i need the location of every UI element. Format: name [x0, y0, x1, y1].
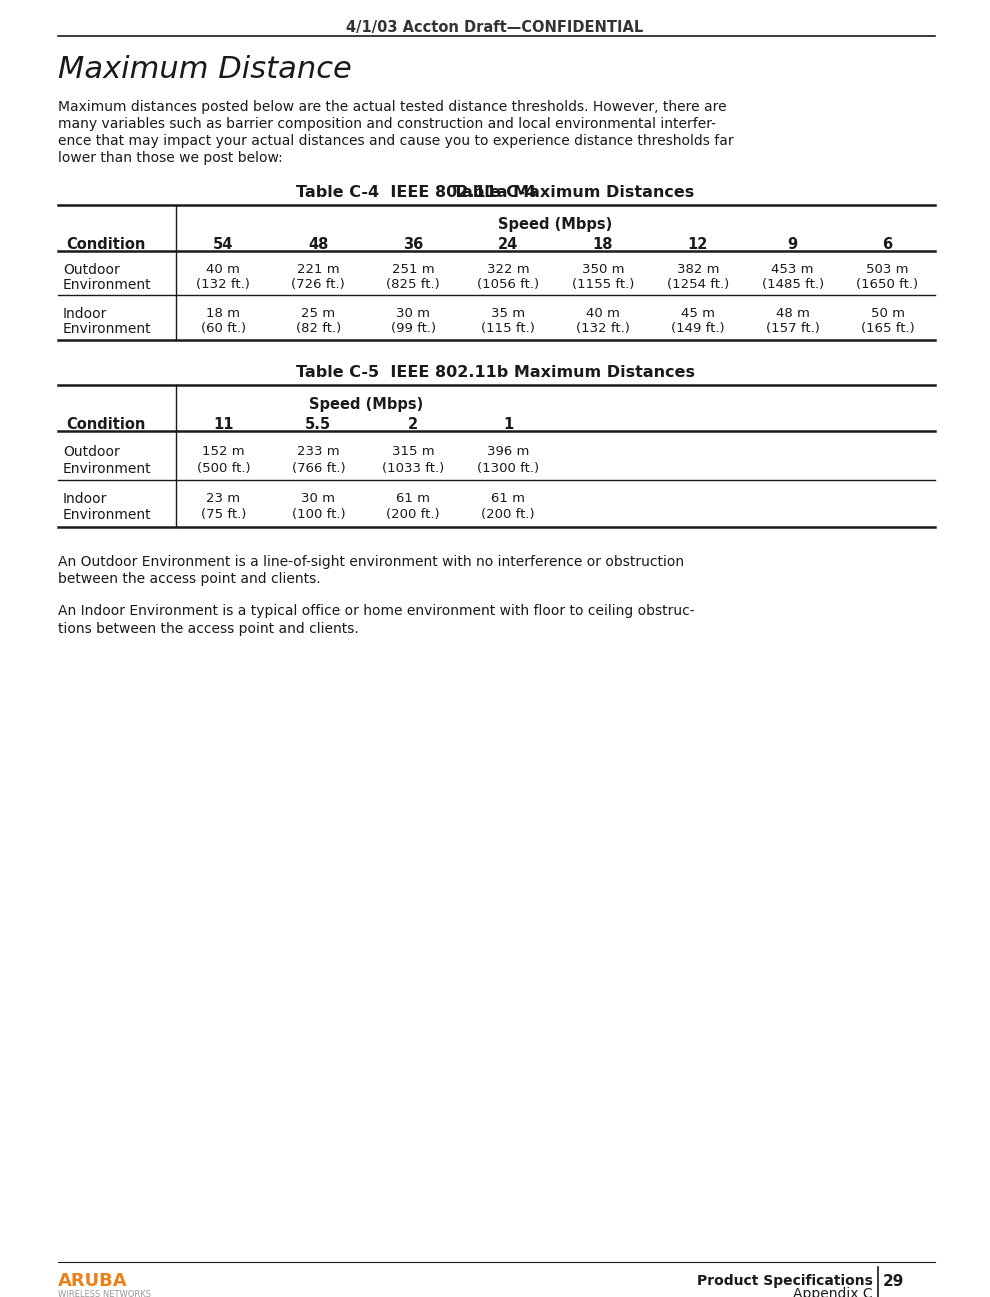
Text: 45 m: 45 m	[681, 307, 715, 320]
Text: (1056 ft.): (1056 ft.)	[477, 278, 540, 291]
Text: 48 m: 48 m	[776, 307, 810, 320]
Text: (165 ft.): (165 ft.)	[860, 322, 915, 335]
Text: (825 ft.): (825 ft.)	[386, 278, 441, 291]
Text: 322 m: 322 m	[487, 263, 530, 276]
Text: An Indoor Environment is a typical office or home environment with floor to ceil: An Indoor Environment is a typical offic…	[58, 604, 695, 617]
Text: 12: 12	[688, 237, 708, 252]
Text: many variables such as barrier composition and construction and local environmen: many variables such as barrier compositi…	[58, 117, 716, 131]
Text: Environment: Environment	[63, 322, 151, 336]
Text: WIRELESS NETWORKS: WIRELESS NETWORKS	[58, 1291, 151, 1297]
Text: (1485 ft.): (1485 ft.)	[761, 278, 824, 291]
Text: Table C-4  IEEE 802.11a Maximum Distances: Table C-4 IEEE 802.11a Maximum Distances	[296, 185, 694, 200]
Text: 503 m: 503 m	[866, 263, 909, 276]
Text: 36: 36	[403, 237, 424, 252]
Text: 29: 29	[883, 1274, 905, 1289]
Text: (766 ft.): (766 ft.)	[291, 462, 346, 475]
Text: (1254 ft.): (1254 ft.)	[666, 278, 729, 291]
Text: 11: 11	[213, 418, 234, 432]
Text: (1650 ft.): (1650 ft.)	[856, 278, 919, 291]
Text: An Outdoor Environment is a line-of-sight environment with no interference or ob: An Outdoor Environment is a line-of-sigh…	[58, 555, 684, 569]
Text: Appendix C: Appendix C	[793, 1287, 873, 1297]
Text: (100 ft.): (100 ft.)	[291, 508, 346, 521]
Text: (149 ft.): (149 ft.)	[671, 322, 725, 335]
Text: 18 m: 18 m	[207, 307, 241, 320]
Text: ARUBA: ARUBA	[58, 1272, 128, 1291]
Text: Indoor: Indoor	[63, 492, 107, 506]
Text: ence that may impact your actual distances and cause you to experience distance : ence that may impact your actual distanc…	[58, 134, 734, 148]
Text: Speed (Mbps): Speed (Mbps)	[309, 397, 423, 412]
Text: 233 m: 233 m	[297, 445, 340, 458]
Text: 350 m: 350 m	[582, 263, 624, 276]
Text: Speed (Mbps): Speed (Mbps)	[498, 217, 613, 232]
Text: (1155 ft.): (1155 ft.)	[572, 278, 635, 291]
Text: 25 m: 25 m	[301, 307, 336, 320]
Text: Maximum distances posted below are the actual tested distance thresholds. Howeve: Maximum distances posted below are the a…	[58, 100, 727, 114]
Text: lower than those we post below:: lower than those we post below:	[58, 150, 283, 165]
Text: Table C-5  IEEE 802.11b Maximum Distances: Table C-5 IEEE 802.11b Maximum Distances	[295, 364, 695, 380]
Text: 382 m: 382 m	[676, 263, 719, 276]
Text: 24: 24	[498, 237, 518, 252]
Text: between the access point and clients.: between the access point and clients.	[58, 572, 321, 586]
Text: 152 m: 152 m	[202, 445, 245, 458]
Text: 30 m: 30 m	[301, 492, 336, 505]
Text: 2: 2	[408, 418, 418, 432]
Text: (726 ft.): (726 ft.)	[291, 278, 346, 291]
Text: tions between the access point and clients.: tions between the access point and clien…	[58, 621, 358, 636]
Text: Condition: Condition	[66, 237, 146, 252]
Text: Table C-4: Table C-4	[453, 185, 537, 200]
Text: 61 m: 61 m	[396, 492, 431, 505]
Text: (157 ft.): (157 ft.)	[765, 322, 820, 335]
Text: 315 m: 315 m	[392, 445, 435, 458]
Text: Condition: Condition	[66, 418, 146, 432]
Text: Environment: Environment	[63, 508, 151, 521]
Text: 18: 18	[593, 237, 613, 252]
Text: 1: 1	[503, 418, 513, 432]
Text: (115 ft.): (115 ft.)	[481, 322, 535, 335]
Text: Environment: Environment	[63, 462, 151, 476]
Text: Outdoor: Outdoor	[63, 445, 120, 459]
Text: (82 ft.): (82 ft.)	[296, 322, 341, 335]
Text: Product Specifications: Product Specifications	[697, 1274, 873, 1288]
Text: 23 m: 23 m	[206, 492, 241, 505]
Text: 9: 9	[788, 237, 798, 252]
Text: (99 ft.): (99 ft.)	[391, 322, 436, 335]
Text: 453 m: 453 m	[771, 263, 814, 276]
Text: Maximum Distance: Maximum Distance	[58, 54, 351, 84]
Text: 4/1/03 Accton Draft—CONFIDENTIAL: 4/1/03 Accton Draft—CONFIDENTIAL	[346, 19, 644, 35]
Text: (132 ft.): (132 ft.)	[576, 322, 630, 335]
Text: 48: 48	[308, 237, 329, 252]
Text: Environment: Environment	[63, 278, 151, 292]
Text: 61 m: 61 m	[491, 492, 525, 505]
Text: 5.5: 5.5	[305, 418, 332, 432]
Text: 35 m: 35 m	[491, 307, 525, 320]
Text: (75 ft.): (75 ft.)	[201, 508, 247, 521]
Text: 40 m: 40 m	[586, 307, 620, 320]
Text: 396 m: 396 m	[487, 445, 530, 458]
Text: (1033 ft.): (1033 ft.)	[382, 462, 445, 475]
Text: (1300 ft.): (1300 ft.)	[477, 462, 540, 475]
Text: (200 ft.): (200 ft.)	[386, 508, 440, 521]
Text: 251 m: 251 m	[392, 263, 435, 276]
Text: Indoor: Indoor	[63, 307, 107, 320]
Text: 50 m: 50 m	[870, 307, 905, 320]
Text: 221 m: 221 m	[297, 263, 340, 276]
Text: (200 ft.): (200 ft.)	[481, 508, 535, 521]
Text: (60 ft.): (60 ft.)	[201, 322, 246, 335]
Text: 40 m: 40 m	[207, 263, 241, 276]
Text: Outdoor: Outdoor	[63, 263, 120, 278]
Text: 6: 6	[882, 237, 893, 252]
Text: (500 ft.): (500 ft.)	[197, 462, 250, 475]
Text: 54: 54	[213, 237, 234, 252]
Text: 30 m: 30 m	[396, 307, 431, 320]
Text: (132 ft.): (132 ft.)	[196, 278, 250, 291]
